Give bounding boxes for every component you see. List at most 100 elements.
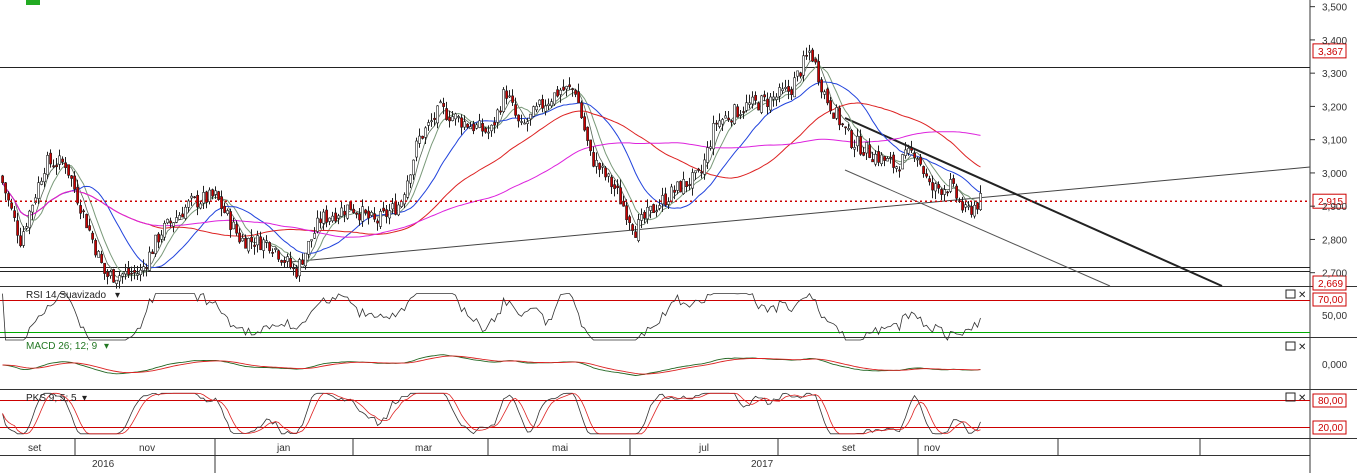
candle-body xyxy=(190,195,194,199)
price-axis: 3,500 3,400 3,300 3,200 3,100 3,000 2,900 2,800… xyxy=(1310,3,1347,280)
candle-body xyxy=(880,154,884,165)
candle-body xyxy=(439,101,443,104)
pks-dropdown-icon[interactable]: ▾ xyxy=(82,393,87,404)
candle-body xyxy=(433,117,437,120)
macd-dropdown-icon[interactable]: ▾ xyxy=(104,341,109,352)
candle-body xyxy=(430,120,434,123)
candle-body xyxy=(133,270,137,273)
candle-body xyxy=(481,123,485,132)
candle-body xyxy=(865,142,869,154)
candle-body xyxy=(628,216,632,223)
candle-body xyxy=(91,232,95,240)
candle-body xyxy=(274,247,278,250)
rsi-panel: RSI 14 Suavizado ▾ ✕ 70,00 50,00 xyxy=(0,289,1347,341)
candle-body xyxy=(802,55,806,76)
indicator-marker[interactable] xyxy=(26,0,40,5)
candle-body xyxy=(418,135,422,144)
candle-body xyxy=(736,106,740,118)
candle-body xyxy=(955,185,959,199)
candle-body xyxy=(976,202,980,210)
month-label: mai xyxy=(552,443,568,454)
candle-body xyxy=(634,231,638,238)
candle-body xyxy=(610,176,614,188)
candle-body xyxy=(406,180,410,198)
candle-body xyxy=(589,139,593,152)
maximize-icon[interactable] xyxy=(1285,392,1296,402)
candle-body xyxy=(667,201,671,205)
candle-body xyxy=(532,106,536,117)
candle-body xyxy=(775,96,779,100)
candle-body xyxy=(214,190,218,195)
macd-signal-line xyxy=(2,355,981,375)
rsi-level-70: 70,00 xyxy=(1318,295,1343,306)
candle-body xyxy=(817,61,821,83)
price-level-label: 3,367 xyxy=(1318,47,1343,58)
candle-body xyxy=(919,157,923,165)
close-icon[interactable]: ✕ xyxy=(1298,290,1306,301)
candle-body xyxy=(826,88,830,104)
candle-body xyxy=(637,219,641,241)
candle-body xyxy=(700,171,704,174)
candle-body xyxy=(325,209,329,223)
candle-body xyxy=(493,122,497,126)
price-tick-label: 3,100 xyxy=(1322,136,1347,147)
candle-body xyxy=(808,50,812,53)
candle-body xyxy=(34,197,38,203)
candle-body xyxy=(382,207,386,212)
candle-body xyxy=(328,217,332,222)
candle-body xyxy=(388,210,392,219)
candle-body xyxy=(280,260,284,263)
candle-body xyxy=(415,140,419,158)
candle-body xyxy=(712,123,716,150)
candle-body xyxy=(421,135,425,139)
close-icon[interactable]: ✕ xyxy=(1298,342,1306,353)
candle-body xyxy=(688,184,692,186)
candle-body xyxy=(319,218,323,224)
year-label: 2016 xyxy=(92,459,115,470)
price-level-lines: 3,367 2,915 2,669 xyxy=(0,43,1347,291)
price-tick-label: 2,800 xyxy=(1322,235,1347,246)
candle-body xyxy=(592,152,596,167)
candle-body xyxy=(337,215,341,219)
month-label: jul xyxy=(698,443,709,454)
candle-body xyxy=(889,156,893,159)
rsi-dropdown-icon[interactable]: ▾ xyxy=(115,290,120,301)
candle-body xyxy=(757,102,761,111)
close-icon[interactable]: ✕ xyxy=(1298,393,1306,404)
maximize-icon[interactable] xyxy=(1285,341,1296,351)
candle-body xyxy=(52,165,56,168)
candle-body xyxy=(970,206,974,215)
candle-body xyxy=(796,70,800,77)
macd-title[interactable]: MACD 26; 12; 9 xyxy=(26,341,98,352)
maximize-icon[interactable] xyxy=(1285,289,1296,299)
price-level-label: 2,669 xyxy=(1318,279,1343,290)
rsi-title[interactable]: RSI 14 Suavizado xyxy=(26,290,106,301)
candle-body xyxy=(709,146,713,149)
pks-title[interactable]: PKS 9; 5; 5 xyxy=(26,393,77,404)
candle-body xyxy=(760,95,764,113)
candle-body xyxy=(160,234,164,240)
candle-body xyxy=(199,203,203,209)
candle-body xyxy=(877,151,881,163)
price-tick-label: 2,700 xyxy=(1322,269,1347,280)
candle-body xyxy=(727,117,731,120)
candle-body xyxy=(853,147,857,150)
candle-body xyxy=(106,271,110,277)
price-tick-label: 3,200 xyxy=(1322,102,1347,113)
candlesticks xyxy=(1,44,983,289)
candle-body xyxy=(49,152,53,165)
candle-body xyxy=(844,126,848,129)
price-level-box xyxy=(1312,193,1347,209)
candle-body xyxy=(886,158,890,162)
candle-body xyxy=(94,240,98,256)
candle-body xyxy=(478,120,482,128)
candle-body xyxy=(778,87,782,97)
ma-mid-line xyxy=(2,81,981,269)
candle-body xyxy=(754,95,758,101)
candle-body xyxy=(724,115,728,119)
candle-body xyxy=(646,207,650,220)
candle-body xyxy=(463,121,467,128)
candle-body xyxy=(733,104,737,124)
candle-body xyxy=(85,213,89,229)
